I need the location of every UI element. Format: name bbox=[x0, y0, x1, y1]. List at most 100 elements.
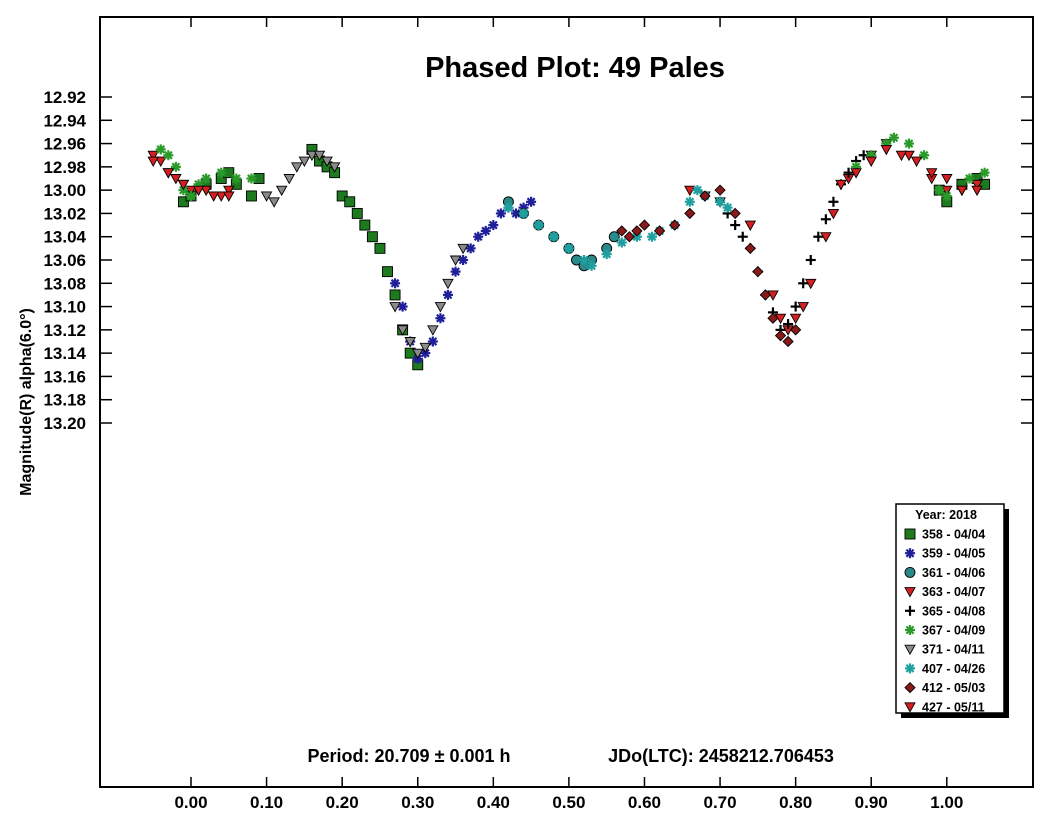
y-tick-label: 12.98 bbox=[43, 158, 86, 177]
data-point bbox=[850, 168, 862, 179]
data-point bbox=[790, 301, 801, 312]
data-point bbox=[638, 219, 651, 231]
data-point bbox=[699, 190, 711, 202]
data-point bbox=[260, 191, 273, 202]
legend-marker bbox=[904, 681, 916, 694]
data-point bbox=[684, 185, 696, 197]
x-tick-label: 0.20 bbox=[326, 793, 359, 812]
data-point bbox=[480, 225, 491, 236]
data-point bbox=[147, 150, 159, 162]
x-axis-ticks: 0.00 0.10 0.20 0.30 0.40 0.50 0.60 0.70 0.80 0.90… bbox=[174, 17, 963, 812]
data-point bbox=[216, 167, 227, 178]
legend-marker bbox=[904, 702, 916, 713]
data-point bbox=[366, 231, 378, 243]
data-point bbox=[865, 156, 877, 167]
data-point bbox=[608, 231, 620, 243]
x-tick-label: 0.80 bbox=[779, 793, 812, 812]
legend-label: 365 - 04/08 bbox=[922, 604, 985, 618]
data-point bbox=[979, 167, 990, 178]
legend-label: 407 - 04/26 bbox=[922, 662, 985, 676]
data-point bbox=[684, 207, 696, 220]
data-point bbox=[798, 278, 809, 289]
data-point bbox=[820, 232, 832, 243]
data-point bbox=[427, 325, 439, 336]
data-point bbox=[488, 220, 499, 231]
data-point bbox=[170, 174, 182, 185]
data-point bbox=[186, 190, 196, 201]
data-point bbox=[465, 243, 476, 254]
data-point bbox=[442, 278, 454, 290]
data-point bbox=[147, 156, 159, 167]
data-point bbox=[730, 220, 741, 231]
data-point bbox=[215, 191, 227, 202]
data-point bbox=[321, 156, 333, 167]
data-point bbox=[888, 132, 899, 143]
data-point bbox=[827, 208, 840, 220]
data-point bbox=[313, 150, 326, 162]
data-point bbox=[200, 185, 212, 197]
legend-title: Year: 2018 bbox=[915, 508, 977, 522]
legend-label: 427 - 05/11 bbox=[922, 700, 985, 714]
x-tick-label: 0.90 bbox=[855, 793, 888, 812]
data-point bbox=[925, 168, 938, 179]
data-point bbox=[201, 173, 212, 184]
legend-marker bbox=[905, 605, 915, 616]
data-point bbox=[722, 202, 733, 213]
y-tick-label: 12.94 bbox=[43, 111, 86, 130]
data-point bbox=[782, 335, 794, 348]
data-point bbox=[450, 266, 461, 277]
data-point bbox=[177, 179, 190, 191]
legend: Year: 2018 358 - 04/04 359 - 04/05 361 - 0… bbox=[895, 503, 1009, 718]
data-point bbox=[411, 348, 424, 360]
data-point bbox=[714, 184, 726, 196]
data-point bbox=[783, 319, 794, 330]
legend-marker bbox=[905, 548, 915, 559]
data-point bbox=[389, 302, 401, 313]
data-point bbox=[759, 289, 772, 301]
data-point bbox=[382, 266, 393, 278]
data-point bbox=[579, 255, 590, 266]
x-tick-label: 1.00 bbox=[930, 793, 963, 812]
y-axis-label: Magnitude(R) alpha(6.0°) bbox=[18, 308, 35, 496]
data-point bbox=[789, 313, 802, 325]
y-tick-label: 13.10 bbox=[43, 298, 86, 317]
y-tick-label: 13.14 bbox=[43, 344, 86, 363]
x-tick-label: 0.70 bbox=[704, 793, 737, 812]
data-point bbox=[457, 243, 469, 255]
data-point bbox=[192, 185, 205, 197]
data-point bbox=[669, 219, 681, 231]
data-point bbox=[941, 174, 953, 185]
data-point bbox=[162, 168, 175, 179]
data-point bbox=[623, 231, 636, 243]
data-point bbox=[835, 179, 847, 191]
plot-frame bbox=[99, 16, 1034, 788]
data-point bbox=[910, 156, 923, 167]
data-point bbox=[774, 330, 787, 342]
y-tick-label: 13.02 bbox=[43, 204, 86, 223]
data-point bbox=[458, 255, 469, 266]
data-point bbox=[805, 255, 816, 266]
data-point bbox=[737, 231, 748, 242]
data-point bbox=[231, 173, 242, 184]
data-point bbox=[964, 173, 975, 184]
data-point bbox=[328, 162, 341, 173]
data-point bbox=[336, 190, 348, 202]
data-point bbox=[843, 167, 854, 178]
data-point bbox=[344, 196, 356, 208]
data-point bbox=[404, 337, 416, 348]
data-point bbox=[495, 208, 506, 219]
data-point bbox=[390, 278, 401, 289]
data-point bbox=[397, 301, 408, 312]
y-tick-label: 13.18 bbox=[43, 391, 86, 410]
data-point bbox=[563, 243, 574, 254]
x-tick-label: 0.10 bbox=[250, 793, 283, 812]
data-point bbox=[435, 313, 446, 324]
data-point bbox=[374, 242, 386, 254]
data-point bbox=[919, 150, 930, 161]
data-point bbox=[956, 185, 968, 197]
data-point bbox=[767, 312, 779, 324]
data-point bbox=[155, 144, 166, 155]
data-point bbox=[283, 174, 296, 185]
data-point bbox=[903, 150, 915, 162]
